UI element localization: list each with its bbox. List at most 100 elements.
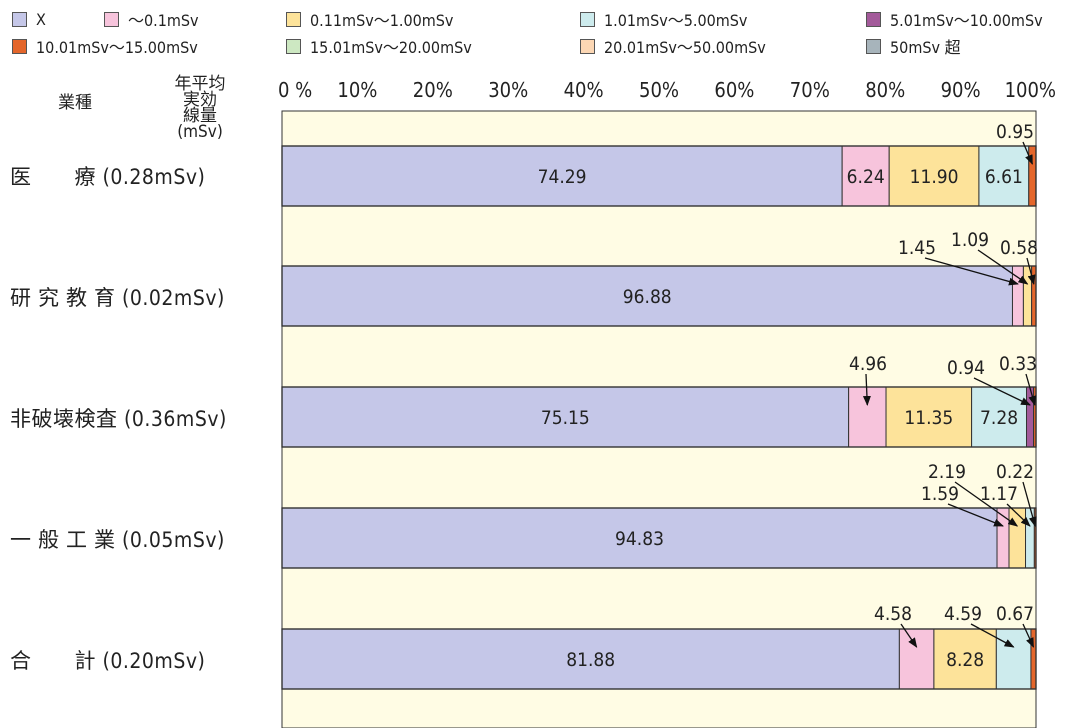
bar-segment — [841, 145, 890, 207]
row-label-ippan: 一 般 工 業 (0.05mSv) — [10, 524, 225, 554]
legend-swatch — [580, 38, 595, 54]
legend-label: 1.01mSv～5.00mSv — [604, 11, 748, 30]
x-tick-label: 60% — [714, 78, 754, 102]
bar-segment — [933, 628, 997, 690]
data-label: 75.15 — [541, 407, 590, 429]
x-tick-label: 10% — [337, 78, 377, 102]
data-label: 0.33 — [999, 353, 1037, 375]
bar-segment — [281, 265, 1013, 327]
legend-item-5-01-10-00: 5.01mSv～10.00mSv — [866, 7, 1043, 31]
legend-swatch — [286, 38, 301, 54]
legend-label: 20.01mSv～50.00mSv — [604, 38, 766, 57]
legend-label: 5.01mSv～10.00mSv — [890, 11, 1043, 30]
row-label-name: 一 般 工 業 — [10, 528, 116, 552]
data-label: 0.94 — [947, 357, 985, 379]
x-tick-label: 100% — [1005, 78, 1056, 102]
callout-arrow — [970, 623, 1015, 648]
legend-item-over-50: 50mSv 超 — [866, 34, 961, 58]
data-label: 4.58 — [874, 603, 912, 625]
x-tick-label: 20% — [413, 78, 453, 102]
header-dose-line: 年平均 — [174, 74, 226, 94]
data-label: 8.28 — [946, 649, 984, 671]
bar-segment — [1028, 145, 1037, 207]
data-label: 11.90 — [910, 166, 959, 188]
callout-arrow — [1006, 503, 1031, 527]
header-category: 業種 — [58, 93, 92, 113]
legend-label: 10.01mSv～15.00mSv — [36, 38, 198, 57]
legend-label: X — [36, 9, 46, 29]
bar-segment — [1022, 265, 1033, 327]
legend-swatch — [286, 11, 301, 27]
data-label: 0.67 — [996, 603, 1034, 625]
header-dose-line: 線量 — [183, 106, 217, 126]
legend-item-lt-0-1: ～0.1mSv — [104, 7, 199, 31]
x-tick-label: 70% — [790, 78, 830, 102]
header-dose-line: (mSv) — [177, 122, 223, 142]
legend-item-20-01-50-00: 20.01mSv～50.00mSv — [580, 34, 766, 58]
row-label-dose: (0.20mSv) — [102, 649, 206, 673]
bar-segment — [996, 507, 1010, 569]
data-label: 4.59 — [944, 603, 982, 625]
bar-outline — [281, 507, 1037, 569]
legend-label: 0.11mSv～1.00mSv — [310, 11, 454, 30]
row-label-kenkyu: 研 究 教 育 (0.02mSv) — [10, 282, 225, 312]
legend-item-1-01-5-00: 1.01mSv～5.00mSv — [580, 7, 747, 31]
data-label: 1.09 — [951, 229, 989, 251]
x-tick-label: 90% — [941, 78, 981, 102]
data-label: 74.29 — [538, 166, 587, 188]
bar-segment — [898, 628, 935, 690]
x-axis-ticks: 0 % 10% 20% 30% 40% 50% 60% 70% 80% 90% 100% — [278, 78, 1056, 102]
callout-arrow — [947, 503, 1004, 527]
x-tick-label: 50% — [639, 78, 679, 102]
bar-segment — [888, 145, 980, 207]
legend-swatch — [580, 11, 595, 27]
data-label: 2.19 — [928, 461, 966, 483]
callout-arrow — [900, 623, 918, 648]
callout-arrow — [1022, 623, 1035, 648]
bar-segment — [1030, 628, 1037, 690]
legend-item-x: X — [12, 7, 46, 31]
bar-segment — [978, 145, 1030, 207]
chart-legend: X ～0.1mSv 0.11mSv～1.00mSv 1.01mSv～5.00mS… — [0, 0, 1077, 64]
data-label: 81.88 — [566, 649, 615, 671]
row-label-name: 医 療 — [10, 165, 96, 189]
data-label: 96.88 — [623, 286, 672, 308]
row-label-hihakai: 非破壊検査 (0.36mSv) — [10, 403, 227, 433]
bar-segment — [281, 145, 843, 207]
header-dose-line: 実効 — [183, 90, 217, 110]
legend-swatch — [866, 38, 881, 54]
x-tick-label: 40% — [564, 78, 604, 102]
row-label-dose: (0.28mSv) — [102, 165, 206, 189]
bar-segment — [971, 386, 1027, 448]
callout-arrow — [1022, 481, 1037, 527]
bar-segment — [995, 628, 1032, 690]
header-dose: 年平均 実効 線量 (mSv) — [160, 74, 240, 142]
legend-label: 50mSv 超 — [890, 38, 961, 57]
bar-segment — [281, 628, 900, 690]
row-label-dose: (0.05mSv) — [122, 528, 225, 552]
x-tick-label: 0 % — [278, 78, 312, 102]
data-label: 4.96 — [849, 353, 887, 375]
legend-label: ～0.1mSv — [128, 11, 199, 30]
data-label: 1.45 — [898, 237, 936, 259]
legend-swatch — [12, 11, 27, 27]
bar-outline — [281, 628, 1037, 690]
data-label: 0.58 — [1000, 237, 1038, 259]
data-label: 0.22 — [996, 461, 1034, 483]
legend-item-10-01-15-00: 10.01mSv～15.00mSv — [12, 34, 198, 58]
bar-outline — [281, 145, 1037, 207]
legend-swatch — [866, 11, 881, 27]
data-label: 1.59 — [921, 483, 959, 505]
legend-swatch — [12, 38, 27, 54]
bar-segment — [885, 386, 973, 448]
row-label-name: 合 計 — [10, 649, 96, 673]
data-label: 0.95 — [996, 121, 1034, 143]
row-label-name: 非破壊検査 — [10, 407, 118, 431]
callout-arrow — [1025, 373, 1037, 406]
legend-swatch — [104, 11, 119, 27]
legend-label: 15.01mSv～20.00mSv — [310, 38, 472, 57]
x-tick-label: 80% — [865, 78, 905, 102]
row-label-dose: (0.36mSv) — [124, 407, 227, 431]
data-label: 6.61 — [985, 166, 1023, 188]
